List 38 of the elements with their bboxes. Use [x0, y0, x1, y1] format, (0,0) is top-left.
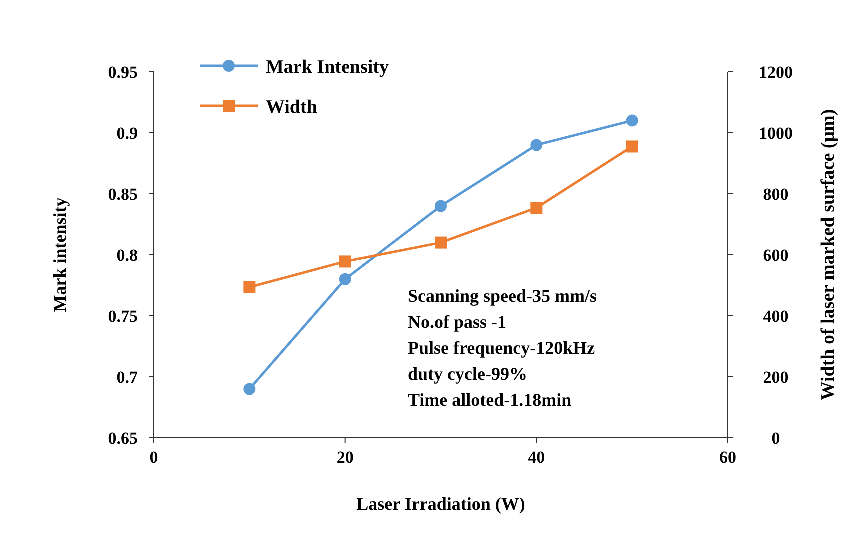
point — [435, 200, 447, 212]
y-axis-title: Mark intensity — [50, 198, 70, 312]
point — [339, 273, 352, 286]
y-tick-label: 0.65 — [108, 429, 138, 448]
point — [530, 202, 543, 214]
annotation: Pulse frequency-120kHz — [408, 338, 596, 358]
y2-tick-label: 1000 — [759, 124, 793, 143]
point — [626, 114, 638, 127]
y2-axis-title: Width of laser marked surface (μm) — [818, 109, 839, 401]
y2-tick-label: 0 — [772, 429, 780, 448]
point — [626, 140, 638, 153]
x-tick-label: 40 — [528, 448, 546, 467]
annotation: Time alloted-1.18min — [408, 390, 572, 410]
point — [339, 256, 352, 268]
y2-tick-label: 200 — [763, 368, 789, 387]
y2-tick-label: 600 — [763, 246, 789, 265]
y-tick-label: 0.7 — [116, 368, 138, 387]
y-tick-label: 0.85 — [108, 185, 138, 204]
y-tick-label: 0.9 — [116, 124, 138, 143]
point — [244, 281, 256, 294]
x-axis-title: Laser Irradiation (W) — [356, 494, 526, 514]
annotation: duty cycle-99% — [408, 364, 528, 384]
y2-tick-label: 400 — [763, 307, 789, 326]
legend-label: Mark Intensity — [266, 57, 390, 78]
x-tick-label: 60 — [720, 448, 736, 467]
legend-label: Width — [266, 97, 318, 118]
y-tick-label: 0.75 — [108, 307, 138, 326]
y2-tick-label: 800 — [763, 185, 789, 204]
point — [435, 236, 447, 249]
x-tick-label: 20 — [336, 448, 354, 467]
x-tick-label: 0 — [150, 448, 158, 467]
annotation: Scanning speed-35 mm/s — [408, 286, 598, 306]
point — [244, 383, 256, 396]
point — [530, 139, 543, 152]
annotation: No.of pass -1 — [408, 312, 507, 332]
y-tick-label: 0.95 — [108, 63, 138, 82]
y2-tick-label: 1200 — [759, 63, 793, 82]
y-tick-label: 0.8 — [116, 246, 138, 265]
